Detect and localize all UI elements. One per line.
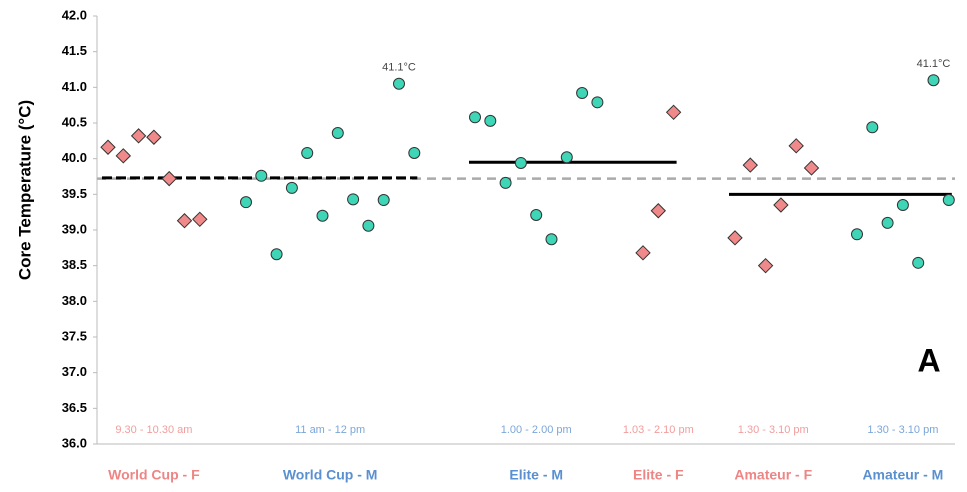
diamond-marker	[650, 203, 667, 219]
time-label: 1.03 - 2.10 pm	[623, 424, 694, 436]
time-label: 9.30 - 10.30 am	[115, 424, 192, 436]
y-tick-label: 40.5	[62, 114, 87, 129]
circle-marker	[270, 248, 283, 261]
circle-marker	[866, 121, 879, 134]
y-tick-label: 36.0	[62, 435, 87, 450]
y-tick-label: 42.0	[62, 7, 87, 22]
time-label: 1.00 - 2.00 pm	[501, 424, 572, 436]
circle-marker	[912, 256, 925, 269]
y-tick-label: 41.0	[62, 79, 87, 94]
circle-marker	[408, 146, 421, 159]
panel-label: A	[917, 342, 940, 378]
diamond-marker	[788, 138, 804, 154]
diamond-marker	[803, 160, 820, 176]
diamond-marker	[742, 157, 759, 173]
category-label: Amateur - M	[862, 467, 943, 483]
circle-marker	[530, 209, 543, 222]
circle-marker	[591, 96, 604, 109]
circle-marker	[362, 219, 375, 232]
y-tick-label: 38.0	[62, 293, 87, 308]
circle-marker	[240, 196, 252, 209]
circle-marker	[560, 151, 573, 164]
diamond-marker	[665, 104, 682, 121]
category-label: Amateur - F	[734, 467, 812, 483]
circle-marker	[896, 199, 909, 212]
y-tick-label: 39.0	[62, 221, 87, 236]
y-tick-label: 41.5	[62, 43, 87, 58]
diamond-marker	[773, 197, 789, 213]
annotation: 41.1°C	[917, 58, 951, 70]
diamond-marker	[100, 139, 116, 155]
time-label: 11 am - 12 pm	[295, 424, 365, 436]
y-axis-label: Core Temperature (°C)	[15, 100, 34, 280]
time-label: 1.30 - 3.10 pm	[738, 424, 809, 436]
diamond-marker	[757, 257, 774, 274]
diamond-marker	[146, 129, 162, 145]
circle-marker	[469, 111, 481, 124]
circle-marker	[285, 181, 298, 194]
category-label: World Cup - F	[108, 467, 200, 483]
category-label: World Cup - M	[283, 467, 378, 483]
circle-marker	[484, 114, 497, 127]
category-label: Elite - M	[509, 467, 563, 483]
y-tick-label: 38.5	[62, 257, 87, 272]
circle-marker	[331, 126, 344, 139]
y-tick-label: 40.0	[62, 150, 87, 165]
circle-marker	[881, 216, 894, 229]
diamond-marker	[130, 128, 147, 144]
circle-marker	[347, 193, 360, 206]
y-tick-label: 36.5	[62, 400, 87, 415]
y-tick-label: 37.0	[62, 364, 87, 379]
diamond-marker	[176, 213, 193, 229]
circle-marker	[316, 209, 329, 222]
circle-marker	[514, 156, 527, 169]
circle-marker	[301, 146, 314, 159]
y-tick-label: 37.5	[62, 328, 87, 343]
y-tick-label: 39.5	[62, 186, 87, 201]
circle-marker	[545, 233, 558, 246]
circle-marker	[255, 169, 268, 182]
diamond-marker	[161, 170, 177, 187]
circle-marker	[576, 87, 589, 100]
diamond-marker	[727, 230, 743, 246]
diamond-marker	[635, 245, 651, 261]
time-label: 1.30 - 3.10 pm	[867, 424, 938, 436]
diamond-marker	[115, 148, 132, 164]
circle-marker	[377, 194, 390, 207]
diamond-marker	[192, 211, 208, 228]
annotation: 41.1°C	[382, 62, 416, 74]
circle-marker	[499, 176, 512, 189]
circle-marker	[927, 74, 940, 87]
circle-marker	[942, 194, 955, 207]
category-label: Elite - F	[633, 467, 684, 483]
circle-marker	[851, 228, 863, 241]
circle-marker	[393, 77, 405, 90]
